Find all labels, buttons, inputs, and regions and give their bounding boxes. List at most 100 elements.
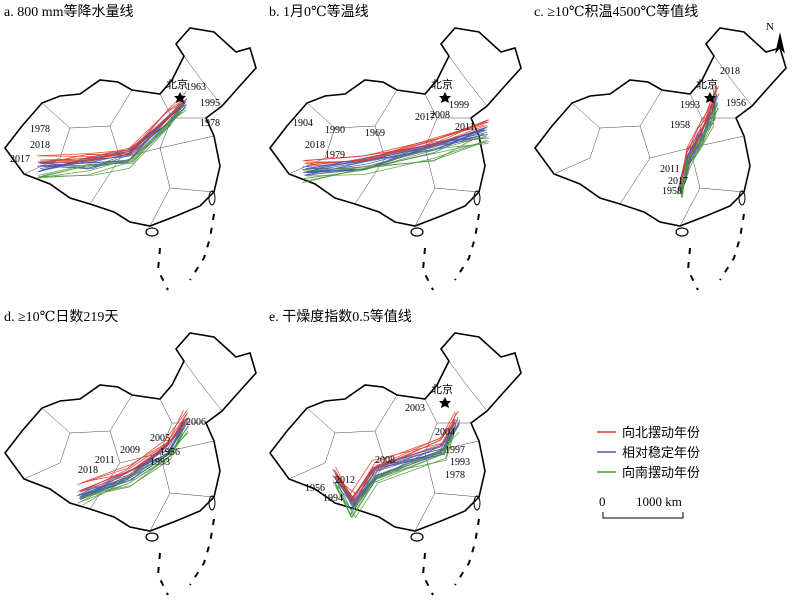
isoline: [40, 101, 186, 162]
year-label: 2004: [435, 427, 455, 438]
year-label: 1993: [150, 457, 170, 468]
year-label: 1993: [680, 100, 700, 111]
year-label: 1978: [445, 470, 465, 481]
isoline: [39, 100, 183, 165]
year-label: 2012: [335, 475, 355, 486]
year-label: 1956: [160, 447, 180, 458]
beijing-marker: [174, 92, 186, 103]
year-label: 1904: [293, 118, 313, 129]
scale-bar: 0 1000 km: [599, 494, 684, 519]
isoline: [302, 132, 488, 168]
isoline: [77, 425, 189, 504]
legend-label: 向南摆动年份: [622, 465, 700, 480]
isoline: [304, 137, 490, 173]
isoline: [42, 91, 187, 165]
year-label: 1969: [365, 128, 385, 139]
year-label: 2008: [430, 110, 450, 121]
year-label: 2008: [375, 455, 395, 466]
legend-label: 向北摆动年份: [622, 425, 700, 440]
year-label: 2018: [720, 66, 740, 77]
isoline: [82, 434, 184, 498]
year-label: 1956: [305, 483, 325, 494]
isoline: [682, 107, 720, 194]
beijing-label: 北京: [166, 77, 188, 91]
year-label: 2018: [30, 140, 50, 151]
year-label: 1997: [445, 445, 465, 456]
isoline: [38, 106, 183, 177]
isoline: [82, 432, 189, 506]
isoline: [332, 411, 456, 495]
year-label: 2003: [405, 403, 425, 414]
year-label: 2009: [120, 445, 140, 456]
beijing-label: 北京: [696, 77, 718, 91]
isoline: [681, 87, 715, 178]
beijing-marker: [704, 92, 716, 103]
year-label: 1994: [323, 493, 343, 504]
isoline: [37, 102, 186, 167]
panel-title: d. ≥10℃日数219天: [4, 309, 118, 325]
year-label: 2017: [668, 176, 688, 187]
isoline: [39, 95, 186, 158]
year-label: 2011: [660, 164, 680, 175]
isoline: [333, 410, 459, 501]
year-label: 2017: [10, 154, 30, 165]
beijing-marker: [439, 92, 451, 103]
isoline: [335, 429, 456, 519]
year-label: 2006: [186, 417, 206, 428]
year-label: 1958: [670, 120, 690, 131]
isoline: [677, 104, 718, 195]
year-label: 1993: [450, 457, 470, 468]
panel-title: a. 800 mm等降水量线: [4, 3, 134, 20]
year-label: 1958: [662, 186, 682, 197]
year-label: 1978: [200, 118, 220, 129]
isoline: [78, 417, 188, 496]
year-label: 1963: [186, 82, 206, 93]
year-label: 2011: [95, 455, 115, 466]
isoline: [82, 410, 184, 483]
year-label: 1979: [325, 150, 345, 161]
isoline: [81, 412, 188, 492]
isoline: [334, 412, 457, 496]
isoline: [304, 135, 488, 179]
isoline: [37, 109, 187, 179]
year-label: 2018: [78, 465, 98, 476]
isoline: [332, 429, 455, 519]
panel-title: c. ≥10℃积温4500℃等值线: [534, 3, 698, 20]
year-label: 1995: [200, 98, 220, 109]
year-label: 1956: [726, 98, 746, 109]
isoline: [332, 419, 457, 501]
year-label: 1999: [449, 100, 469, 111]
isoline: [304, 119, 489, 164]
isoline: [305, 132, 485, 172]
year-label: 2018: [305, 140, 325, 151]
scale-start: 0: [599, 494, 606, 509]
china-outline: [4, 332, 257, 596]
year-label: 2011: [455, 122, 475, 133]
scale-end: 1000 km: [636, 494, 682, 509]
isoline: [680, 102, 719, 193]
panel-title: b. 1月0℃等温线: [269, 3, 369, 20]
isoline: [679, 108, 714, 194]
beijing-label: 北京: [431, 382, 453, 396]
china-outline: [534, 27, 787, 291]
year-label: 2017: [415, 112, 435, 123]
year-label: 1990: [325, 125, 345, 136]
year-label: 1978: [30, 124, 50, 135]
panel-title: e. 干燥度指数0.5等值线: [269, 308, 412, 325]
panels: a. 800 mm等降水量线北京196319951978197820182017…: [4, 3, 787, 596]
north-arrow: N: [766, 21, 785, 54]
north-label: N: [766, 21, 774, 33]
year-label: 2005: [150, 433, 170, 444]
